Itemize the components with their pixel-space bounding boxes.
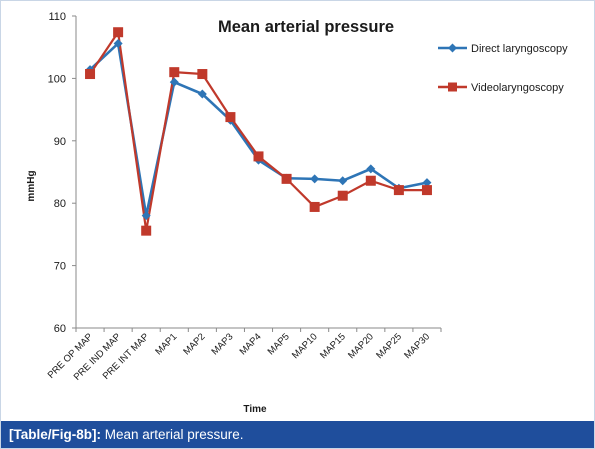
- data-point-videolaryngoscopy: [253, 151, 264, 162]
- chart-title: Mean arterial pressure: [218, 18, 394, 36]
- data-point-videolaryngoscopy: [169, 67, 180, 78]
- caption-label: [Table/Fig-8b]:: [9, 427, 101, 442]
- x-tick-label: MAP20: [346, 331, 376, 361]
- data-point-direct-laryngoscopy: [141, 211, 151, 221]
- data-point-videolaryngoscopy: [393, 185, 404, 196]
- data-point-direct-laryngoscopy: [310, 174, 320, 184]
- y-tick-label: 80: [54, 198, 66, 210]
- y-tick-label: 90: [54, 136, 66, 148]
- y-tick-label: 70: [54, 261, 66, 273]
- data-point-direct-laryngoscopy: [366, 164, 376, 174]
- data-point-videolaryngoscopy: [421, 185, 432, 196]
- x-tick-label: MAP4: [238, 331, 264, 357]
- data-point-videolaryngoscopy: [281, 173, 292, 184]
- x-tick-label: MAP10: [290, 331, 320, 361]
- x-tick-label: MAP5: [266, 331, 292, 357]
- chart-area: 60 70 80 90 100 110 PRE OP MAP PRE IND MAP PRE …: [1, 1, 594, 421]
- data-point-direct-laryngoscopy: [113, 38, 123, 48]
- data-point-videolaryngoscopy: [365, 175, 376, 186]
- legend-marker-videolaryngoscopy: [448, 82, 457, 92]
- caption-text: Mean arterial pressure.: [101, 427, 244, 442]
- y-axis-label: mmHg: [26, 170, 37, 201]
- y-tick-label: 60: [54, 323, 66, 335]
- data-point-direct-laryngoscopy: [169, 77, 179, 87]
- x-tick-label: MAP30: [402, 331, 432, 361]
- data-point-direct-laryngoscopy: [197, 89, 207, 99]
- chart-legend: Direct laryngoscopy Videolaryngoscopy: [438, 43, 568, 94]
- data-point-videolaryngoscopy: [309, 201, 320, 212]
- data-point-videolaryngoscopy: [141, 225, 152, 236]
- data-point-videolaryngoscopy: [85, 69, 96, 80]
- y-tick-label: 100: [48, 73, 66, 85]
- legend-marker-direct-laryngoscopy: [448, 43, 457, 53]
- figure-caption: [Table/Fig-8b]: Mean arterial pressure.: [1, 421, 594, 448]
- series-line-videolaryngoscopy: [89, 31, 427, 232]
- data-point-direct-laryngoscopy: [338, 176, 348, 186]
- series-markers: [85, 27, 432, 236]
- x-tick-label: MAP1: [153, 331, 179, 357]
- data-point-videolaryngoscopy: [197, 69, 208, 80]
- legend-label-direct-laryngoscopy: Direct laryngoscopy: [471, 43, 568, 55]
- chart-axes: [75, 16, 441, 329]
- data-point-videolaryngoscopy: [113, 27, 124, 38]
- x-tick-label: MAP15: [318, 331, 348, 361]
- x-tick-label: MAP3: [209, 331, 235, 357]
- x-tick-label: MAP2: [181, 331, 207, 357]
- y-axis-ticks: 60 70 80 90 100 110: [48, 11, 76, 335]
- x-axis-label: Time: [243, 404, 267, 415]
- data-point-direct-laryngoscopy: [422, 178, 432, 188]
- series-lines: [89, 31, 428, 232]
- legend-label-videolaryngoscopy: Videolaryngoscopy: [471, 82, 564, 94]
- y-tick-label: 110: [48, 11, 66, 23]
- data-point-videolaryngoscopy: [225, 112, 236, 123]
- x-tick-label: MAP25: [374, 331, 404, 361]
- data-point-videolaryngoscopy: [337, 190, 348, 201]
